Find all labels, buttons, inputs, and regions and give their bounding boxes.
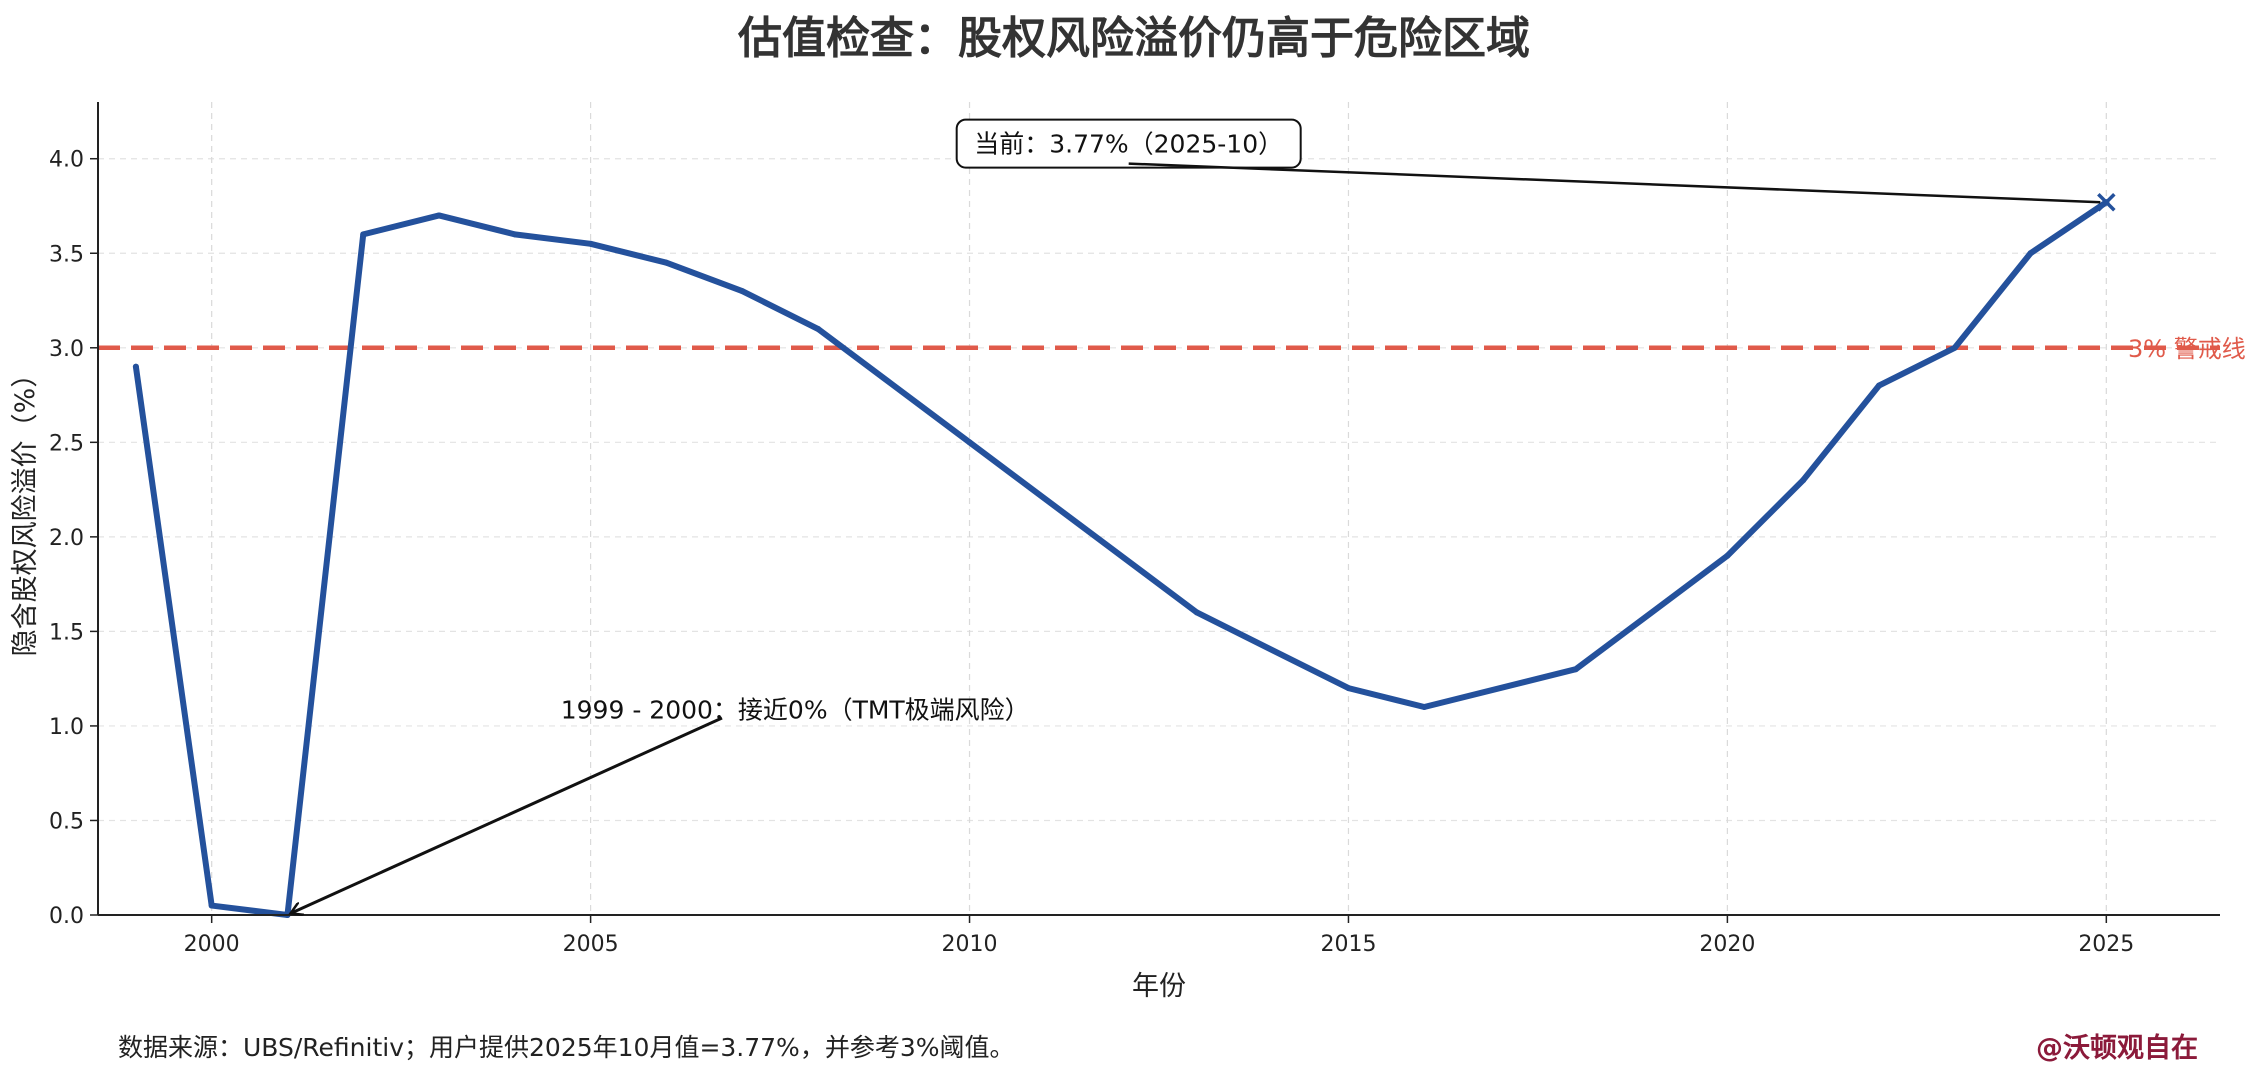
annotations: 当前：3.77%（2025-10） 1999 - 2000：接近0%（TMT极端风… [291,118,2101,913]
data-point [132,363,139,370]
y-tick-label: 3.0 [49,337,84,362]
series-group [132,192,2116,918]
data-point [1193,609,1200,616]
annotation-low-label: 1999 - 2000：接近0%（TMT极端风险） [561,695,1030,724]
data-point [1421,704,1428,711]
y-tick-label: 2.0 [49,526,84,551]
data-point [814,325,821,332]
y-tick-label: 4.0 [49,148,84,173]
author-credit: @沃顿观自在 [2036,1033,2198,1064]
y-tick-label: 3.5 [49,242,84,267]
data-point [360,231,367,238]
data-point [1800,477,1807,484]
data-point [739,288,746,295]
data-point [587,240,594,247]
x-tick-label: 2005 [563,932,619,957]
data-point [966,439,973,446]
data-point [208,902,215,909]
data-point [436,212,443,219]
x-axis-label: 年份 [1132,971,1186,1002]
annotation-current-box [955,118,1302,169]
current-value-marker [2097,192,2116,212]
x-tick-label: 2025 [2078,932,2134,957]
data-point [2027,250,2034,257]
threshold-group: 3% 警戒线 [98,335,2246,363]
data-point [511,231,518,238]
x-tick-label: 2010 [942,932,998,957]
data-source-note: 数据来源：UBS/Refinitiv；用户提供2025年10月值=3.77%，并… [118,1033,1015,1062]
data-point [1875,382,1882,389]
x-tick-label: 2015 [1320,932,1376,957]
data-point [1724,552,1731,559]
axes: 0.0 0.5 1.0 1.5 2.0 2.5 3.0 3.5 4.0 2000 2005 2010 2… [10,102,2220,1002]
annotation-current-arrow [1128,162,2101,204]
x-tick-label: 2000 [184,932,240,957]
annotation-current-label: 当前：3.77%（2025-10） [974,130,1283,159]
y-tick-label: 2.5 [49,431,84,456]
x-tick-label: 2020 [1699,932,1755,957]
y-tick-label: 0.5 [49,809,84,834]
data-point [1345,685,1352,692]
y-tick-label: 0.0 [49,904,84,929]
annotation-low-arrow [291,716,723,913]
data-point [663,259,670,266]
y-tick-label: 1.0 [49,715,84,740]
data-point [1572,666,1579,673]
threshold-label: 3% 警戒线 [2128,335,2246,363]
data-point [1951,344,1958,351]
chart-title: 估值检查：股权风险溢价仍高于危险区域 [738,13,1530,64]
series-line [132,199,2110,918]
y-axis-label: 隐含股权风险溢价（%） [10,361,41,657]
y-tick-label: 1.5 [49,620,84,645]
